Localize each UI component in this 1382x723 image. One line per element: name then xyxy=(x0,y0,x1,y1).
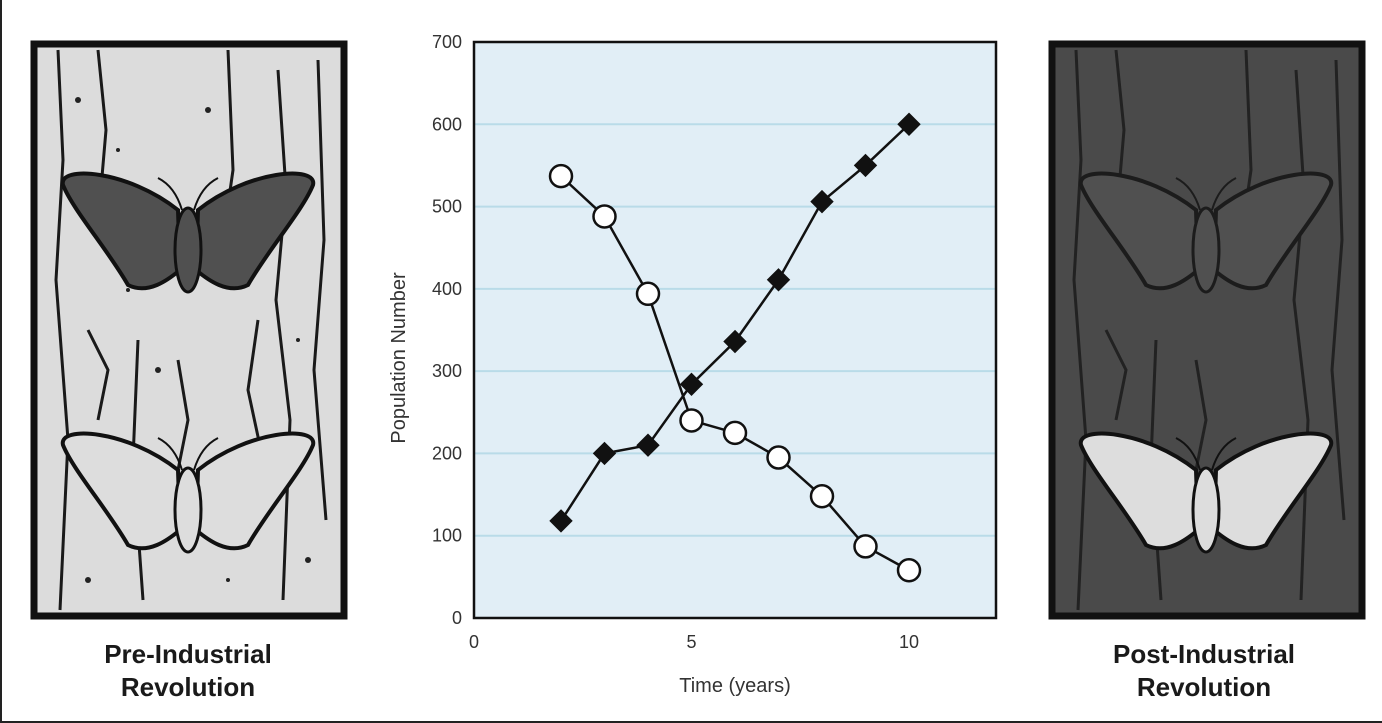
data-point-circle xyxy=(548,163,574,189)
post-industrial-caption: Post-Industrial Revolution xyxy=(1044,638,1364,704)
plot-border xyxy=(472,40,998,620)
data-point-diamond xyxy=(679,372,704,397)
data-point-circle xyxy=(722,420,748,446)
pre-industrial-caption-line2: Revolution xyxy=(120,672,256,702)
y-tick-label: 700 xyxy=(432,32,462,52)
data-point-circle xyxy=(766,445,791,470)
data-point-diamond xyxy=(810,189,834,214)
data-point-circle xyxy=(853,534,878,559)
pre-industrial-illustration xyxy=(30,40,348,620)
data-point-diamond xyxy=(636,433,660,457)
post-industrial-illustration xyxy=(1048,40,1366,620)
dark-moth xyxy=(60,171,316,294)
data-point-diamond xyxy=(766,268,791,292)
data-point-diamond xyxy=(549,509,573,533)
x-tick-labels: 0 5 10 xyxy=(469,632,919,652)
x-tick-label: 0 xyxy=(469,632,479,652)
data-point-circle xyxy=(592,204,617,229)
y-tick-label: 500 xyxy=(432,197,462,217)
x-axis-label: Time (years) xyxy=(679,675,790,697)
y-axis-label: Population Number xyxy=(388,272,410,444)
light-moth xyxy=(60,431,316,554)
y-tick-label: 200 xyxy=(432,443,462,463)
y-tick-label: 400 xyxy=(432,279,462,299)
post-industrial-caption-line2: Revolution xyxy=(1136,672,1272,702)
y-tick-label: 0 xyxy=(452,608,462,628)
data-point-circle xyxy=(896,558,922,583)
data-point-circle xyxy=(809,483,835,509)
pre-industrial-caption-line1: Pre-Industrial xyxy=(104,639,272,669)
markers xyxy=(548,112,922,583)
pre-industrial-caption: Pre-Industrial Revolution xyxy=(28,638,348,704)
data-point-diamond xyxy=(897,112,921,136)
dark-moth xyxy=(1078,171,1334,294)
x-tick-label: 10 xyxy=(899,632,919,652)
light-moth xyxy=(1078,431,1334,554)
y-tick-label: 600 xyxy=(432,114,462,134)
data-point-circle xyxy=(679,408,704,433)
post-industrial-caption-line1: Post-Industrial xyxy=(1112,639,1295,669)
y-tick-label: 100 xyxy=(432,526,462,546)
data-point-diamond xyxy=(592,441,617,466)
y-tick-label: 300 xyxy=(432,361,462,381)
y-tick-labels: 0 100 200 300 400 500 600 700 xyxy=(432,32,462,628)
data-point-diamond xyxy=(853,153,878,178)
bark-specks xyxy=(75,97,311,583)
data-point-diamond xyxy=(723,329,747,354)
x-tick-label: 5 xyxy=(686,632,696,652)
population-chart: 0 100 200 300 400 500 600 700 0 5 10 Population N… xyxy=(388,32,998,697)
data-point-circle xyxy=(635,281,661,307)
